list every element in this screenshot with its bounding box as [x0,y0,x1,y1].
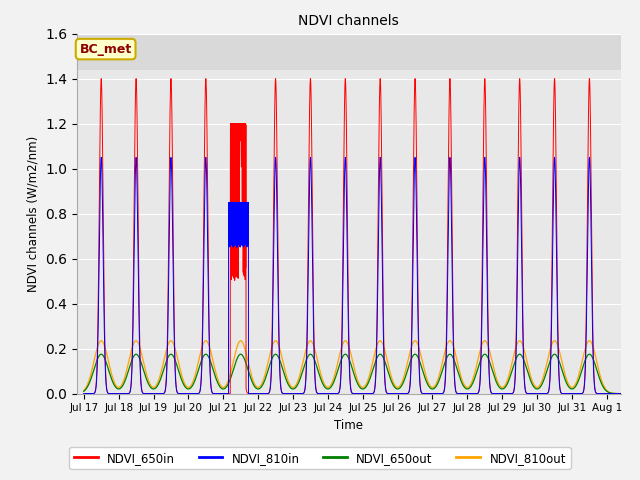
NDVI_810out [214,378,222,384]
NDVI_650out [80,388,88,394]
NDVI_650in [481,76,489,82]
NDVI_810out [407,347,415,352]
NDVI_650in [427,391,435,396]
NDVI_810in [586,155,593,161]
NDVI_810in [427,391,435,396]
NDVI_650out [586,351,593,357]
NDVI_650out [214,382,222,387]
Title: NDVI channels: NDVI channels [298,14,399,28]
NDVI_810out [80,388,88,394]
Y-axis label: NDVI channels (W/m2/nm): NDVI channels (W/m2/nm) [26,135,40,292]
NDVI_650out [335,362,343,368]
NDVI_810out [620,391,628,396]
NDVI_810out [586,338,593,344]
NDVI_810out [335,352,343,358]
NDVI_650out [467,384,475,389]
NDVI_810out [467,381,475,387]
Text: BC_met: BC_met [79,43,132,56]
Line: NDVI_810in: NDVI_810in [84,157,624,394]
NDVI_650in [335,388,343,394]
NDVI_810in [467,391,475,396]
Legend: NDVI_650in, NDVI_810in, NDVI_650out, NDVI_810out: NDVI_650in, NDVI_810in, NDVI_650out, NDV… [69,447,571,469]
NDVI_810in [481,155,489,160]
NDVI_810in [80,391,88,396]
NDVI_810in [407,373,415,379]
NDVI_810out [427,384,435,389]
NDVI_810in [335,389,343,395]
Line: NDVI_650out: NDVI_650out [84,354,624,394]
X-axis label: Time: Time [334,419,364,432]
Bar [77,34,621,70]
NDVI_650in [80,391,88,396]
Line: NDVI_810out: NDVI_810out [84,341,624,394]
NDVI_810out [481,338,489,344]
NDVI_650in [407,368,415,373]
NDVI_810in [214,391,222,396]
NDVI_650in [467,391,475,396]
NDVI_650in [620,391,628,396]
NDVI_650out [481,351,489,357]
NDVI_810in [620,391,628,396]
NDVI_650in [586,76,593,82]
NDVI_650out [407,358,415,363]
Line: NDVI_650in: NDVI_650in [84,79,624,394]
NDVI_650out [427,385,435,391]
NDVI_650out [620,391,628,396]
NDVI_650in [214,391,222,396]
